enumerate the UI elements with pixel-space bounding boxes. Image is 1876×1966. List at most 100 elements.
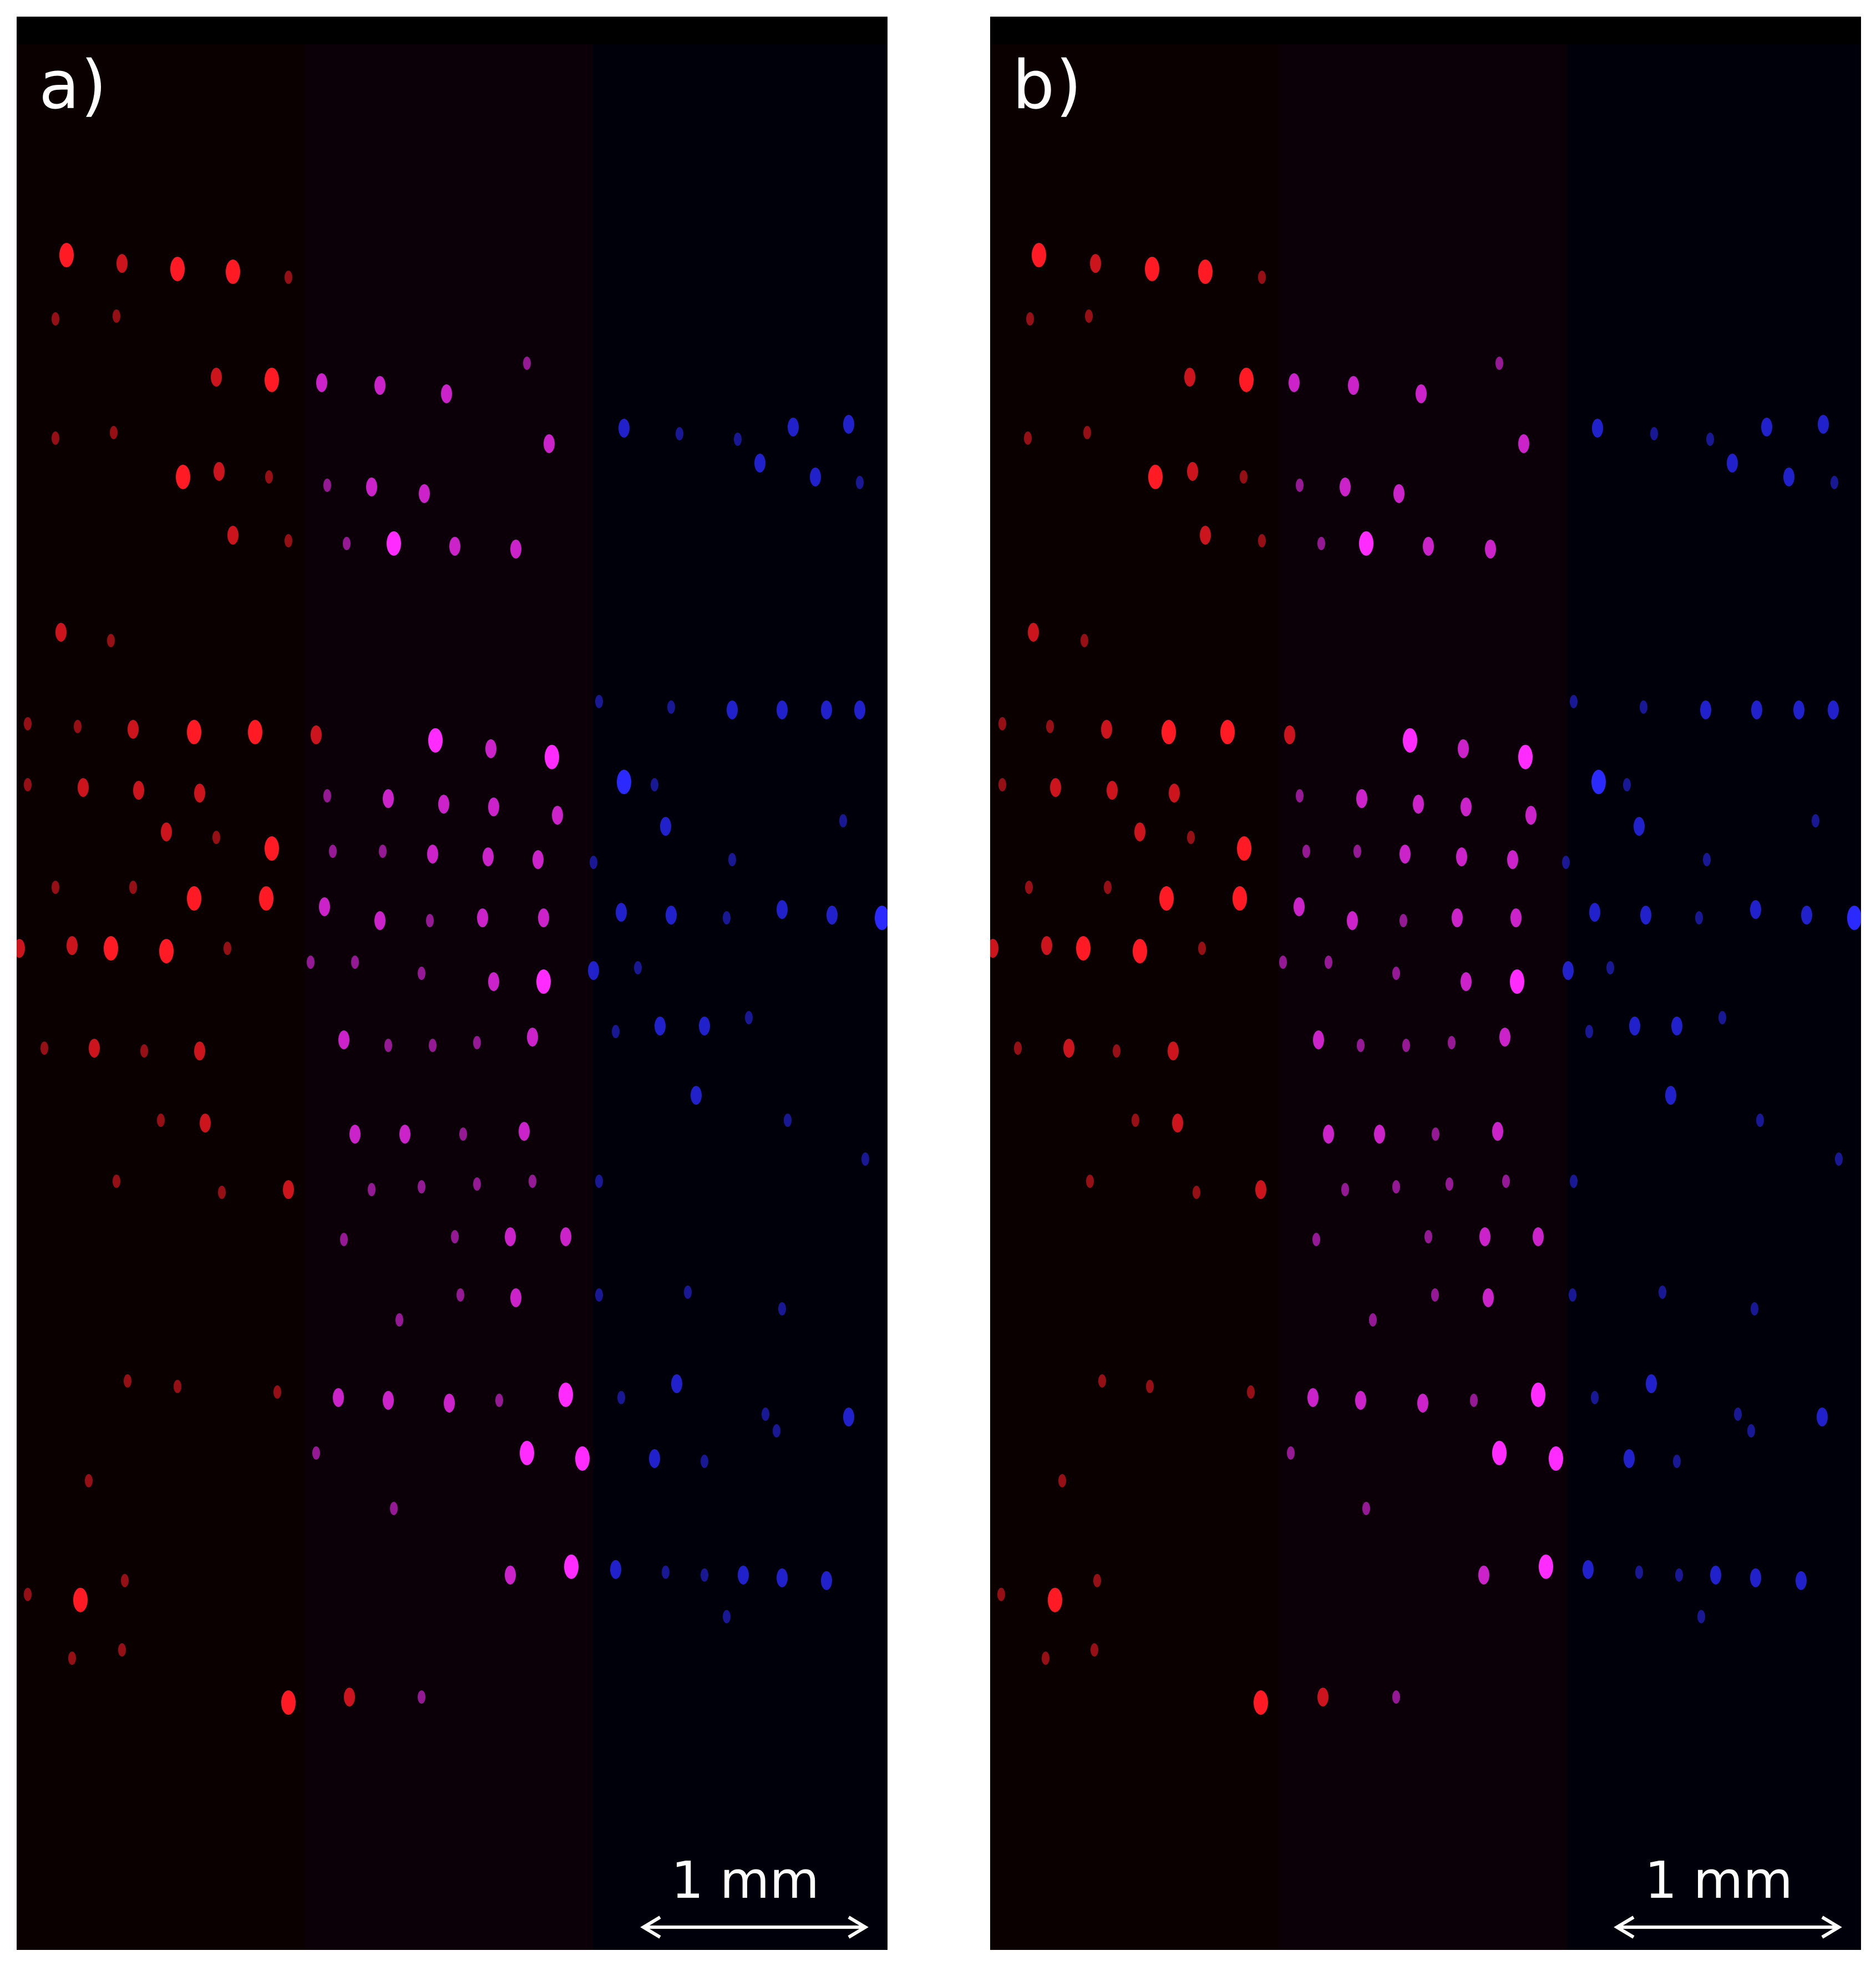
fluorescent-spot xyxy=(1172,1114,1183,1132)
fluorescent-spot xyxy=(1801,906,1812,924)
fluorescent-spot xyxy=(1461,972,1472,991)
fluorescent-spot xyxy=(738,1566,749,1584)
fluorescent-spot xyxy=(312,1446,320,1460)
fluorescent-spot xyxy=(527,1028,538,1046)
fluorescent-spot xyxy=(1041,936,1052,955)
fluorescent-spot xyxy=(1240,470,1248,484)
fluorescent-spot xyxy=(559,1383,573,1407)
fluorescent-spot xyxy=(174,1380,181,1393)
fluorescent-spot xyxy=(595,1288,603,1302)
fluorescent-spot xyxy=(595,1175,603,1188)
fluorescent-spot xyxy=(396,1313,403,1327)
fluorescent-spot xyxy=(1706,433,1714,446)
fluorescent-spot xyxy=(1470,1394,1478,1407)
fluorescent-spot xyxy=(426,914,434,927)
fluorescent-spot xyxy=(1479,1227,1490,1246)
fluorescent-spot xyxy=(212,831,220,844)
fluorescent-spot xyxy=(113,1175,120,1188)
fluorescent-spot xyxy=(784,1114,792,1127)
spot-field xyxy=(990,243,1861,1715)
fluorescent-spot xyxy=(1145,257,1159,281)
fluorescent-spot xyxy=(316,373,327,392)
fluorescent-spot xyxy=(519,1122,530,1141)
fluorescent-spot xyxy=(1635,1566,1643,1579)
fluorescent-spot xyxy=(85,1474,93,1487)
fluorescent-spot xyxy=(1591,770,1606,794)
red-emission-band xyxy=(990,44,1279,1950)
fluorescent-spot xyxy=(1624,1449,1635,1468)
fluorescent-spot xyxy=(1200,526,1211,545)
fluorescent-spot xyxy=(176,465,190,489)
fluorescent-spot xyxy=(157,1114,165,1127)
fluorescent-spot xyxy=(343,537,351,550)
fluorescent-spot xyxy=(1569,1288,1576,1302)
fluorescent-spot xyxy=(1507,850,1518,869)
fluorescent-spot xyxy=(1499,1028,1510,1046)
fluorescent-spot xyxy=(1220,720,1235,744)
fluorescent-spot xyxy=(1091,1643,1098,1657)
fluorescent-spot xyxy=(1461,797,1472,816)
fluorescent-spot xyxy=(187,886,201,911)
fluorescent-spot xyxy=(1650,427,1658,440)
fluorescent-spot xyxy=(1818,415,1829,434)
fluorescent-spot xyxy=(1287,1446,1295,1460)
fluorescent-spot xyxy=(505,1566,516,1584)
fluorescent-spot xyxy=(875,906,888,930)
fluorescent-spot xyxy=(1783,468,1794,486)
fluorescent-spot xyxy=(1146,1380,1154,1393)
fluorescent-spot xyxy=(856,476,864,489)
fluorescent-spot xyxy=(1239,368,1254,392)
fluorescent-spot xyxy=(1518,745,1533,769)
fluorescent-spot xyxy=(1356,789,1367,808)
fluorescent-spot xyxy=(1076,936,1091,961)
fluorescent-spot xyxy=(281,1690,296,1715)
fluorescent-spot xyxy=(854,700,865,719)
fluorescent-spot xyxy=(399,1125,410,1144)
fluorescent-spot xyxy=(161,822,172,841)
fluorescent-spot xyxy=(441,384,452,403)
panel-label: b) xyxy=(1012,47,1083,124)
fluorescent-spot xyxy=(24,1588,32,1601)
fluorescent-spot xyxy=(510,540,521,558)
fluorescent-spot xyxy=(1325,956,1332,969)
fluorescent-spot xyxy=(1312,1233,1320,1246)
fluorescent-spot xyxy=(655,1017,666,1035)
fluorescent-spot xyxy=(616,903,627,922)
fluorescent-spot xyxy=(1113,1044,1120,1058)
fluorescent-spot xyxy=(1417,1394,1428,1413)
fluorescent-spot xyxy=(1025,881,1033,894)
fluorescent-spot xyxy=(1347,911,1358,930)
fluorescent-spot xyxy=(351,956,359,969)
fluorescent-spot xyxy=(1458,739,1469,758)
fluorescent-spot xyxy=(1432,1127,1439,1141)
fluorescent-spot xyxy=(1835,1152,1843,1166)
fluorescent-spot xyxy=(283,1180,294,1199)
fluorescent-spot xyxy=(1058,1474,1066,1487)
fluorescent-spot xyxy=(368,1183,376,1196)
fluorescent-spot xyxy=(224,942,231,955)
fluorescent-spot xyxy=(1362,1502,1370,1515)
fluorescent-spot xyxy=(227,526,239,545)
fluorescent-spot xyxy=(745,1011,753,1024)
fluorescent-spot xyxy=(329,845,337,858)
fluorescent-spot xyxy=(1086,1175,1094,1188)
fluorescent-spot xyxy=(1184,368,1195,387)
fluorescent-spot xyxy=(1452,908,1463,927)
fluorescent-spot xyxy=(1531,1383,1545,1407)
fluorescent-spot xyxy=(1710,1566,1721,1584)
fluorescent-spot xyxy=(1255,1180,1266,1199)
fluorescent-spot xyxy=(1400,914,1407,927)
fluorescent-spot xyxy=(1750,1568,1761,1587)
fluorescent-spot xyxy=(701,1455,708,1468)
fluorescent-spot xyxy=(488,972,499,991)
fluorescent-spot xyxy=(1510,969,1524,994)
fluorescent-spot xyxy=(259,886,273,911)
fluorescent-spot xyxy=(1393,484,1405,503)
fluorescent-spot xyxy=(997,1588,1005,1601)
fluorescent-spot xyxy=(1751,1302,1758,1315)
fluorescent-spot xyxy=(523,357,531,370)
fluorescent-spot xyxy=(590,856,597,869)
magenta-emission-band xyxy=(305,44,594,1950)
fluorescent-spot xyxy=(1296,789,1304,802)
fluorescent-spot xyxy=(552,806,563,825)
